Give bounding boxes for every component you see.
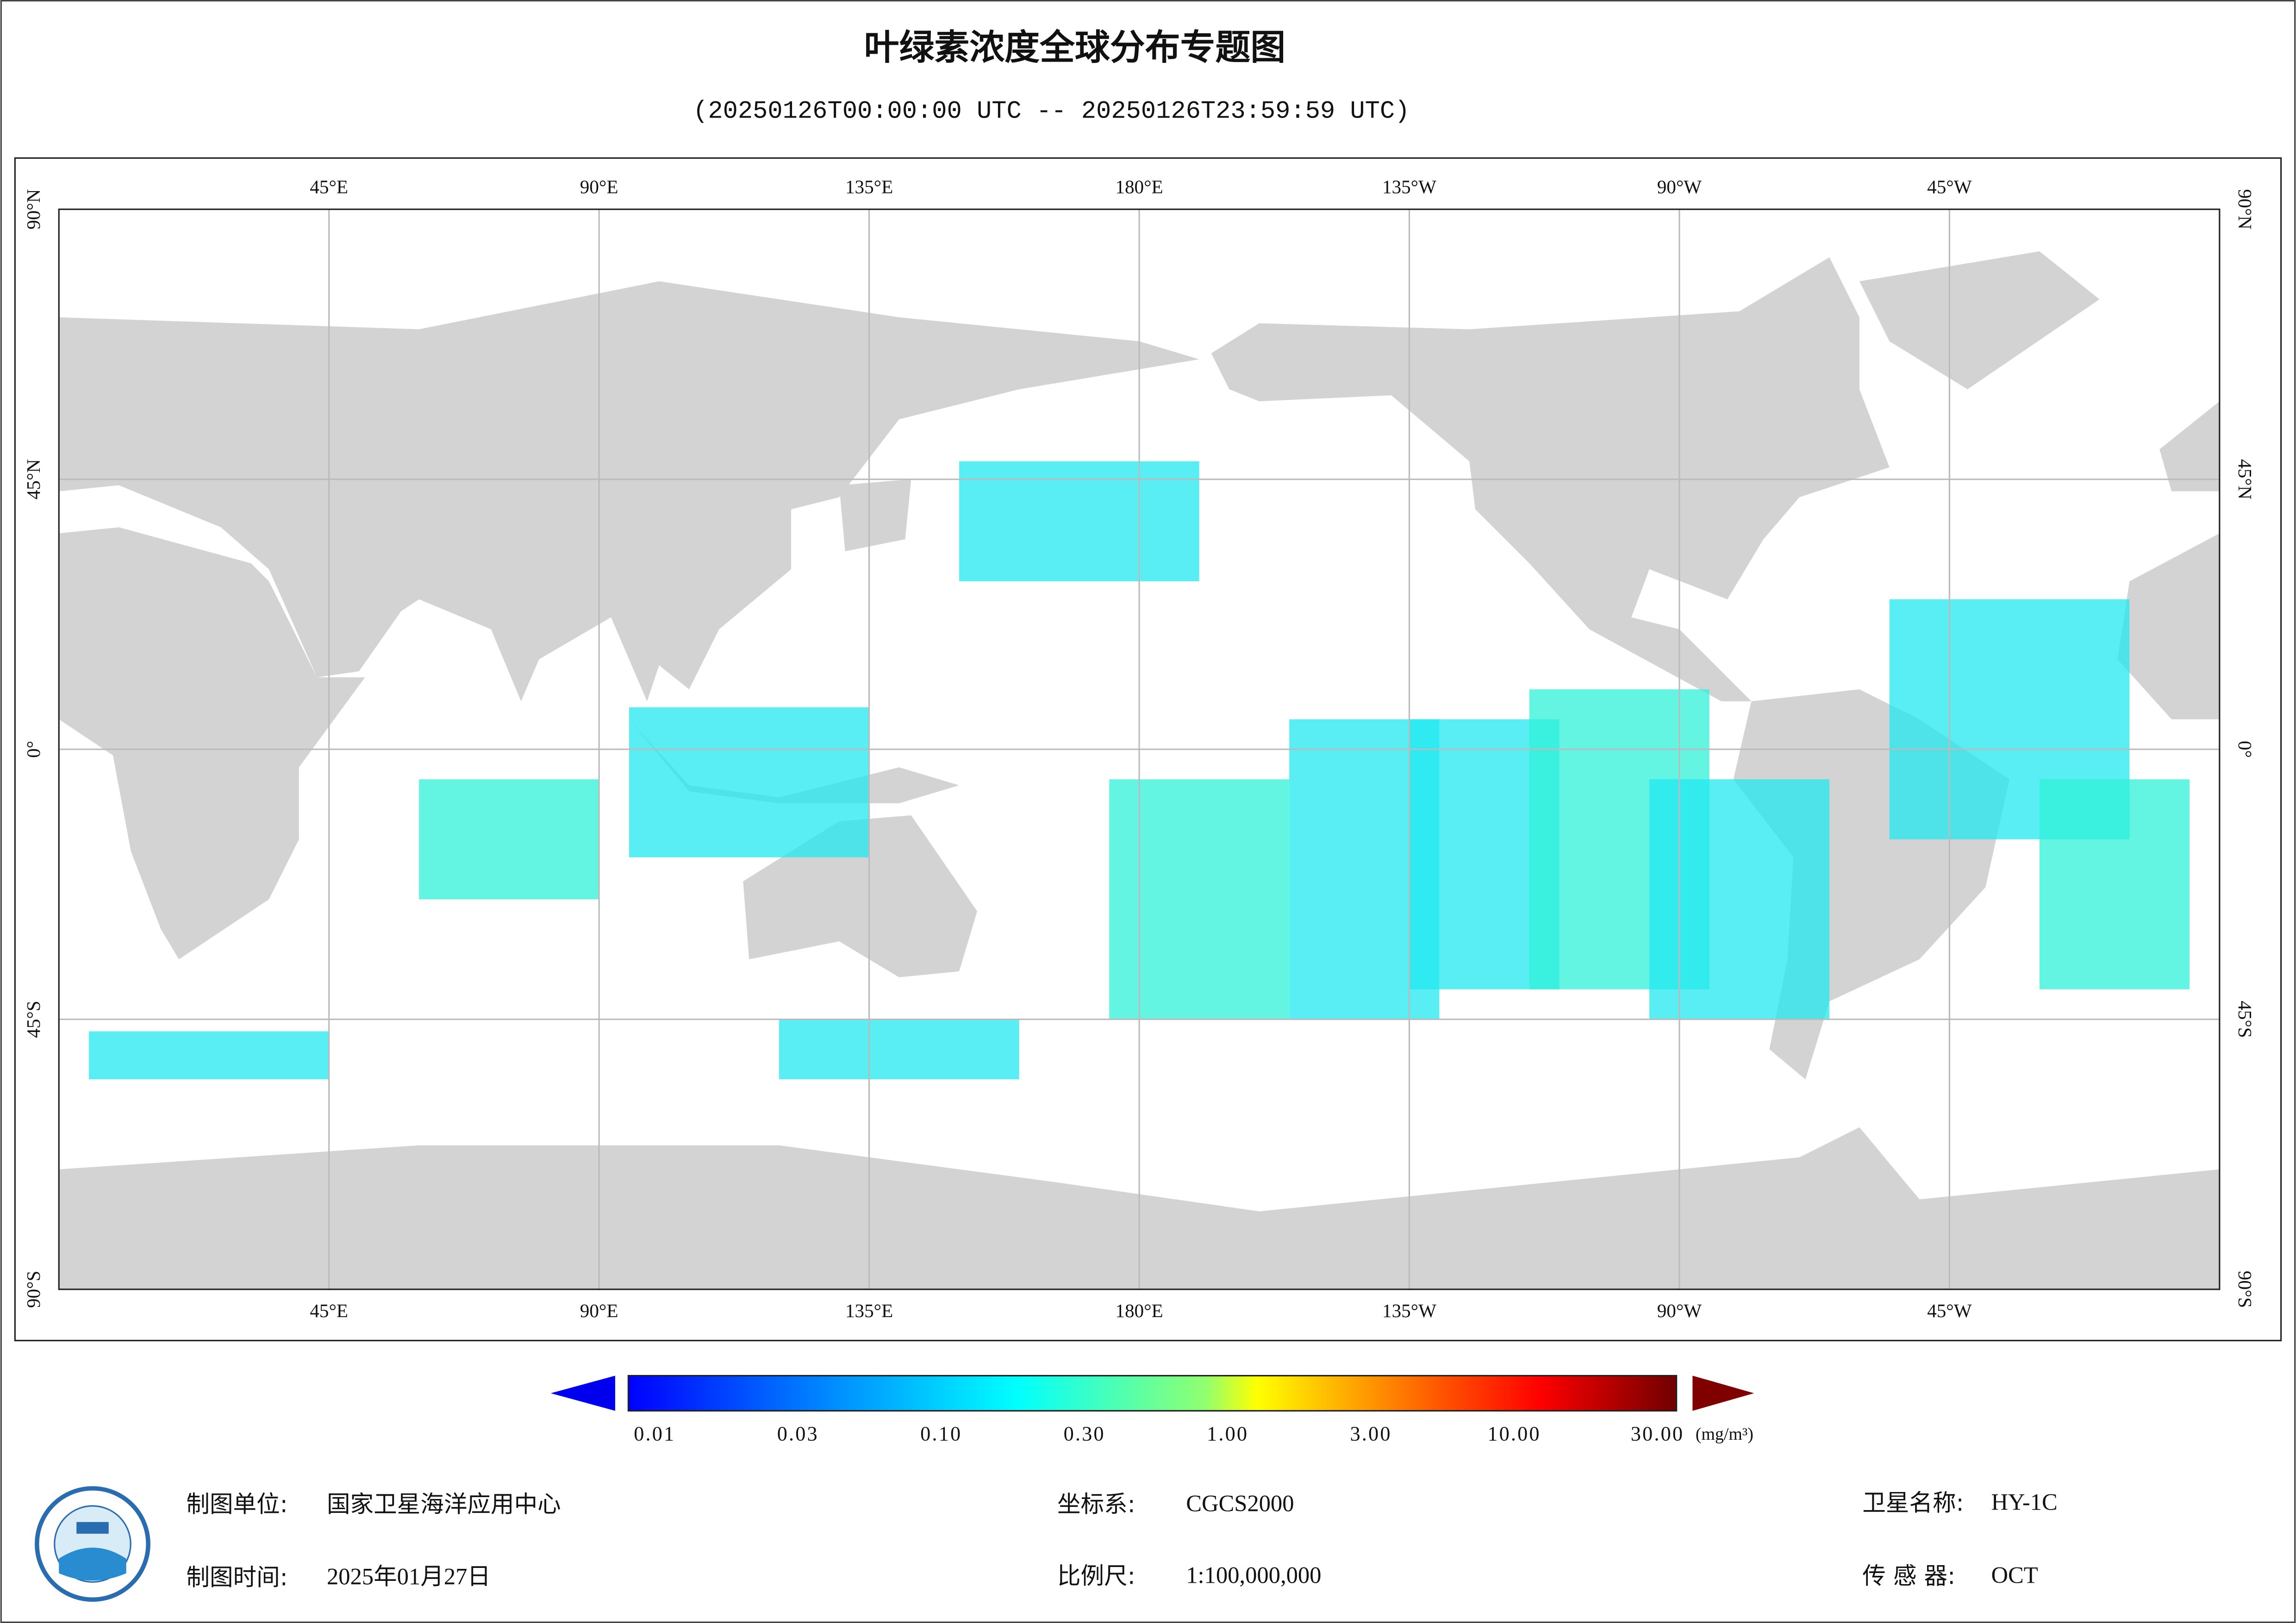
colorbar-label: 10.00	[1487, 1422, 1541, 1445]
lat-label-left: 90°S	[23, 1271, 44, 1308]
sat-label: 卫星名称:	[1862, 1489, 1964, 1516]
land	[2117, 533, 2220, 720]
crs-label: 坐标系:	[1057, 1491, 1136, 1518]
lat-label-left: 45°S	[23, 1001, 44, 1038]
colorbar-label: 0.03	[777, 1422, 819, 1445]
lat-label-right: 45°S	[2234, 1001, 2256, 1038]
lon-label-bottom: 45°W	[1927, 1300, 1972, 1321]
chlorophyll-swath	[2039, 779, 2190, 989]
chlorophyll-swath	[959, 461, 1199, 582]
chlorophyll-swath	[1109, 779, 1290, 1020]
chlorophyll-swath	[419, 779, 599, 900]
lon-label-top: 45°E	[310, 176, 348, 197]
title: 叶绿素浓度全球分布专题图	[864, 27, 1286, 68]
colorbar-label: 1.00	[1207, 1422, 1248, 1445]
chlorophyll-swath	[779, 1019, 1019, 1080]
colorbar-label: 0.10	[920, 1422, 962, 1445]
lon-label-top: 135°E	[845, 176, 893, 197]
sat-value: HY-1C	[1991, 1489, 2057, 1515]
unit-value: 国家卫星海洋应用中心	[327, 1491, 561, 1518]
lon-label-bottom: 135°W	[1382, 1300, 1436, 1321]
lon-label-bottom: 45°E	[310, 1300, 348, 1321]
date-label: 制图时间:	[186, 1564, 287, 1591]
colorbar-ramp	[627, 1374, 1678, 1412]
date-value: 2025年01月27日	[327, 1564, 491, 1590]
lat-label-left: 90°N	[23, 189, 44, 230]
subtitle: (20250126T00:00:00 UTC -- 20250126T23:59…	[693, 98, 1410, 126]
map	[59, 209, 2220, 1289]
lat-label-right: 90°S	[2234, 1271, 2256, 1308]
colorbar-high-arrow	[1692, 1375, 1754, 1411]
colorbar-label: 0.30	[1064, 1422, 1105, 1445]
lon-label-bottom: 180°E	[1115, 1300, 1163, 1321]
map-frame	[14, 157, 2282, 1342]
lon-label-bottom: 90°E	[580, 1300, 618, 1321]
land	[59, 527, 365, 959]
lat-label-right: 45°N	[2234, 459, 2256, 499]
logo	[35, 1486, 150, 1602]
colorbar-label: 0.01	[634, 1422, 675, 1445]
land	[839, 479, 911, 552]
map-border	[58, 208, 2221, 1290]
chlorophyll-swath	[89, 1031, 329, 1080]
lon-label-top: 90°E	[580, 176, 618, 197]
land	[2159, 401, 2220, 491]
lon-label-top: 135°W	[1382, 176, 1436, 197]
lon-label-bottom: 135°E	[845, 1300, 893, 1321]
lat-label-left: 0°	[23, 741, 44, 758]
lon-label-top: 90°W	[1657, 176, 1702, 197]
sensor-label: 传 感 器:	[1862, 1562, 1955, 1589]
colorbar-label: 3.00	[1350, 1422, 1392, 1445]
scale-value: 1:100,000,000	[1186, 1562, 1321, 1588]
lat-label-left: 45°N	[23, 459, 44, 499]
lon-label-top: 180°E	[1115, 176, 1163, 197]
colorbar-label: 30.00	[1631, 1422, 1684, 1445]
lat-label-right: 90°N	[2234, 189, 2256, 230]
crs-value: CGCS2000	[1186, 1491, 1294, 1517]
unit-label: 制图单位:	[186, 1491, 287, 1518]
lon-label-top: 45°W	[1927, 176, 1972, 197]
land	[1859, 251, 2100, 390]
sensor-value: OCT	[1991, 1562, 2038, 1588]
colorbar-low-arrow	[550, 1375, 615, 1411]
lon-label-bottom: 90°W	[1657, 1300, 1702, 1321]
scale-label: 比例尺:	[1057, 1562, 1136, 1589]
colorbar-unit: (mg/m³)	[1696, 1424, 1753, 1444]
lat-label-right: 0°	[2234, 741, 2256, 758]
colorbar	[550, 1374, 1754, 1412]
land	[59, 281, 1199, 702]
chlorophyll-swath	[629, 707, 869, 858]
land	[629, 719, 960, 803]
chlorophyll-swath	[1649, 779, 1830, 1020]
